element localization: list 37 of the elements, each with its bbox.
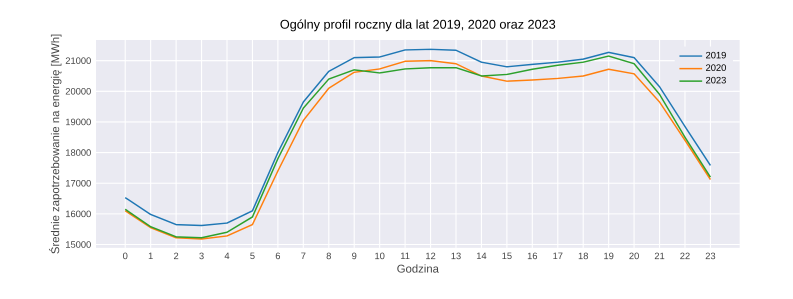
x-tick-label: 19 — [604, 252, 614, 260]
x-axis-title: Godzina — [397, 264, 439, 273]
x-tick-label: 0 — [122, 252, 128, 260]
y-tick-label: 19000 — [66, 118, 91, 126]
x-tick-label: 3 — [199, 252, 204, 260]
x-tick-label: 2 — [174, 252, 178, 260]
x-tick-label: 15 — [502, 252, 512, 260]
y-axis-title: Średnie zapotrzebowanie na energię [MWh] — [48, 34, 62, 254]
y-tick-label: 17000 — [66, 180, 91, 187]
x-tick-label: 11 — [400, 252, 410, 260]
x-tick-label: 4 — [224, 252, 230, 260]
x-tick-label: 17 — [553, 252, 562, 260]
y-tick-label: 20000 — [66, 88, 91, 95]
x-tick-label: 10 — [375, 252, 384, 260]
chart-title: Ogólny profil roczny dla lat 2019, 2020 oraz 2023 — [280, 20, 556, 32]
legend-label: 2023 — [706, 77, 726, 84]
x-tick-label: 21 — [654, 252, 664, 260]
x-tick-label: 18 — [578, 252, 588, 260]
x-tick-label: 12 — [426, 252, 436, 260]
legend-label: 2019 — [706, 52, 726, 59]
y-tick-label: 21000 — [66, 58, 91, 64]
x-tick-label: 1 — [148, 252, 153, 260]
x-tick-label: 20 — [629, 252, 639, 260]
y-tick-label: 15000 — [66, 241, 91, 248]
x-tick-label: 6 — [276, 252, 280, 260]
x-tick-label: 9 — [352, 252, 356, 260]
x-tick-label: 16 — [528, 252, 538, 260]
x-tick-label: 14 — [476, 252, 486, 260]
x-tick-label: 13 — [452, 252, 461, 260]
x-tick-label: 7 — [301, 252, 306, 260]
y-tick-label: 16000 — [66, 210, 91, 218]
x-tick-label: 23 — [706, 252, 716, 260]
x-tick-label: 8 — [326, 252, 331, 260]
x-tick-label: 5 — [250, 252, 255, 260]
x-tick-label: 22 — [680, 252, 690, 260]
legend-label: 2020 — [706, 64, 726, 72]
y-tick-label: 18000 — [66, 150, 91, 156]
